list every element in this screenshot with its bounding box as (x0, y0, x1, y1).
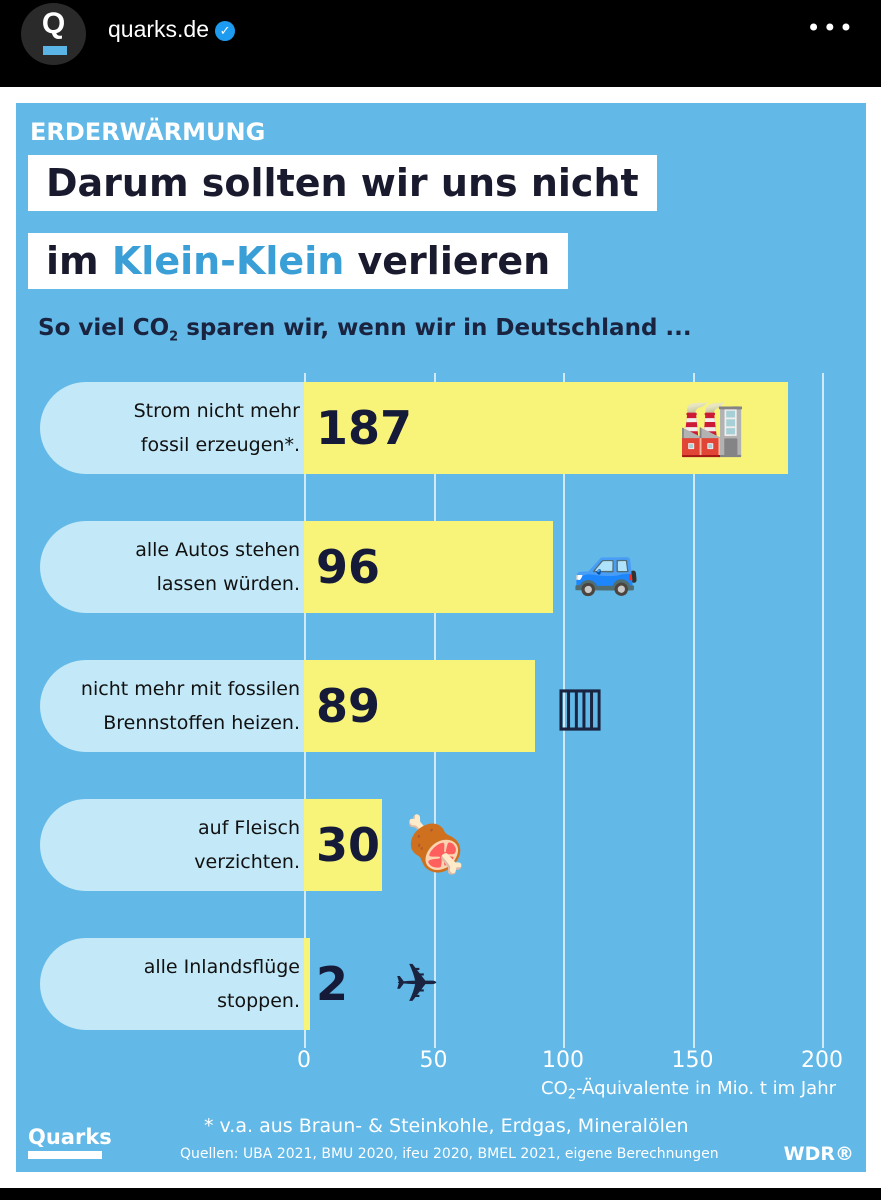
category-label: nicht mehr mit fossilen Brennstoffen heiz… (40, 660, 310, 752)
bar (304, 799, 382, 891)
post-header: Q quarks.de ✓ ••• (0, 0, 881, 87)
verified-badge-icon: ✓ (215, 21, 236, 41)
gridline (563, 373, 565, 1048)
infographic: ERDERWÄRMUNG Darum sollten wir uns nicht… (16, 103, 866, 1172)
value-label: 187 (316, 401, 413, 455)
value-label: 2 (316, 957, 349, 1011)
car-icon: 🚙 (572, 535, 640, 598)
airplane-icon: ✈ (394, 952, 440, 1015)
bar (304, 382, 789, 474)
value-label: 89 (316, 679, 381, 733)
bar (304, 938, 310, 1030)
more-options-button[interactable]: ••• (806, 14, 855, 42)
value-label: 96 (316, 540, 381, 594)
x-axis-label: CO2-Äquivalente in Mio. t im Jahr (541, 1078, 836, 1103)
username-link[interactable]: quarks.de ✓ (108, 16, 236, 43)
x-tick-label: 0 (297, 1048, 311, 1073)
x-tick-label: 50 (419, 1048, 448, 1073)
value-label: 30 (316, 818, 381, 872)
category-label: alle Autos stehen lassen würden. (40, 521, 310, 613)
bar (304, 660, 535, 752)
avatar[interactable]: Q (21, 3, 86, 65)
x-tick-label: 200 (801, 1048, 843, 1073)
category-label: alle Inlandsflüge stoppen. (40, 938, 310, 1030)
quarks-logo: Quarks (28, 1125, 112, 1159)
category-label: Strom nicht mehr fossil erzeugen*. (40, 382, 310, 474)
radiator-icon: ▥ (554, 674, 606, 737)
category-label: auf Fleisch verzichten. (40, 799, 310, 891)
factory-icon: 🏭 (678, 396, 746, 459)
wdr-logo: WDR® (783, 1143, 854, 1165)
footnote: * v.a. aus Braun- & Steinkohle, Erdgas, … (204, 1115, 689, 1137)
steak-plate-icon: 🍖 (401, 813, 469, 876)
sources: Quellen: UBA 2021, BMU 2020, ifeu 2020, … (180, 1146, 719, 1162)
gridline (822, 373, 824, 1048)
gridline (692, 373, 695, 1048)
title-line-1: Darum sollten wir uns nicht (28, 155, 657, 211)
subtitle: So viel CO2 sparen wir, wenn wir in Deut… (38, 315, 692, 345)
kicker: ERDERWÄRMUNG (30, 118, 266, 146)
x-tick-label: 150 (671, 1048, 714, 1073)
bottom-bar (0, 1188, 881, 1200)
title-line-2: im Klein-Klein verlieren (28, 233, 569, 289)
x-tick-label: 100 (542, 1048, 584, 1073)
bar (304, 521, 553, 613)
